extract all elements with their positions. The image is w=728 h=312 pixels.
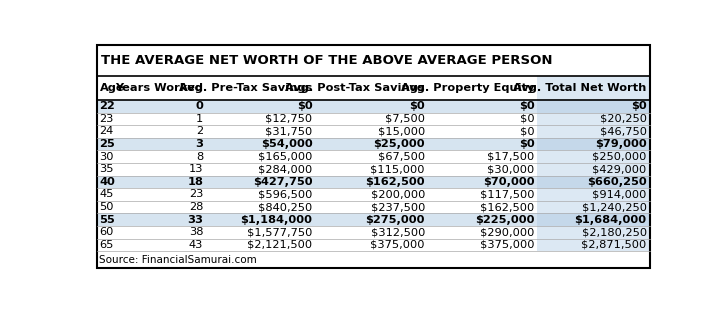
Text: 43: 43 <box>189 240 203 250</box>
Text: $30,000: $30,000 <box>487 164 534 174</box>
Text: $17,500: $17,500 <box>487 152 534 162</box>
Text: 23: 23 <box>100 114 114 124</box>
Text: $284,000: $284,000 <box>258 164 312 174</box>
Text: $7,500: $7,500 <box>385 114 425 124</box>
Bar <box>537 76 649 100</box>
Text: $162,500: $162,500 <box>480 202 534 212</box>
Bar <box>537 125 649 138</box>
Text: Avg. Pre-Tax Savings: Avg. Pre-Tax Savings <box>179 83 312 93</box>
Text: $1,577,750: $1,577,750 <box>248 227 312 237</box>
Bar <box>97 176 537 188</box>
Text: 25: 25 <box>100 139 115 149</box>
Text: $54,000: $54,000 <box>261 139 312 149</box>
Bar <box>537 201 649 213</box>
Bar <box>537 163 649 176</box>
Text: 1: 1 <box>196 114 203 124</box>
Text: $15,000: $15,000 <box>378 126 425 136</box>
Text: 33: 33 <box>187 215 203 225</box>
Bar <box>537 213 649 226</box>
Text: Age: Age <box>100 83 124 93</box>
Text: 60: 60 <box>100 227 114 237</box>
Text: $46,750: $46,750 <box>600 126 646 136</box>
Text: 13: 13 <box>189 164 203 174</box>
Text: $0: $0 <box>409 101 425 111</box>
Text: $2,180,250: $2,180,250 <box>582 227 646 237</box>
Text: $165,000: $165,000 <box>258 152 312 162</box>
Text: $25,000: $25,000 <box>373 139 425 149</box>
Bar <box>537 176 649 188</box>
Bar <box>537 150 649 163</box>
Text: Years Worked: Years Worked <box>115 83 203 93</box>
Text: 30: 30 <box>100 152 114 162</box>
Text: $0: $0 <box>520 114 534 124</box>
Text: $115,000: $115,000 <box>371 164 425 174</box>
Text: 23: 23 <box>189 189 203 199</box>
Text: 8: 8 <box>196 152 203 162</box>
Bar <box>537 100 649 113</box>
Text: 2: 2 <box>196 126 203 136</box>
Text: 24: 24 <box>100 126 114 136</box>
Text: $0: $0 <box>518 139 534 149</box>
Text: $427,750: $427,750 <box>253 177 312 187</box>
Text: $1,184,000: $1,184,000 <box>241 215 312 225</box>
Bar <box>537 113 649 125</box>
Text: $312,500: $312,500 <box>371 227 425 237</box>
Text: $162,500: $162,500 <box>365 177 425 187</box>
Text: 50: 50 <box>100 202 114 212</box>
Text: $12,750: $12,750 <box>266 114 312 124</box>
Text: $70,000: $70,000 <box>483 177 534 187</box>
Text: $0: $0 <box>520 126 534 136</box>
Text: $290,000: $290,000 <box>480 227 534 237</box>
Bar <box>537 138 649 150</box>
Bar <box>97 138 537 150</box>
Text: $375,000: $375,000 <box>480 240 534 250</box>
Text: $375,000: $375,000 <box>371 240 425 250</box>
Text: 18: 18 <box>187 177 203 187</box>
Text: 22: 22 <box>100 101 115 111</box>
Text: $20,250: $20,250 <box>600 114 646 124</box>
Text: $0: $0 <box>631 101 646 111</box>
Text: 35: 35 <box>100 164 114 174</box>
Text: Avg. Total Net Worth: Avg. Total Net Worth <box>513 83 646 93</box>
Text: Avg. Property Equity: Avg. Property Equity <box>401 83 534 93</box>
Text: 65: 65 <box>100 240 114 250</box>
Text: $1,240,250: $1,240,250 <box>582 202 646 212</box>
Text: THE AVERAGE NET WORTH OF THE ABOVE AVERAGE PERSON: THE AVERAGE NET WORTH OF THE ABOVE AVERA… <box>101 54 553 67</box>
Text: 45: 45 <box>100 189 114 199</box>
Text: 3: 3 <box>195 139 203 149</box>
Text: $237,500: $237,500 <box>371 202 425 212</box>
Bar <box>97 100 537 113</box>
Text: $660,250: $660,250 <box>587 177 646 187</box>
Text: $250,000: $250,000 <box>593 152 646 162</box>
Bar <box>537 226 649 239</box>
Text: 40: 40 <box>100 177 115 187</box>
Text: 55: 55 <box>100 215 115 225</box>
Bar <box>537 239 649 251</box>
Bar <box>97 213 537 226</box>
Text: $200,000: $200,000 <box>371 189 425 199</box>
Text: $275,000: $275,000 <box>365 215 425 225</box>
Text: $840,250: $840,250 <box>258 202 312 212</box>
Text: $117,500: $117,500 <box>480 189 534 199</box>
Text: $914,000: $914,000 <box>593 189 646 199</box>
Bar <box>537 188 649 201</box>
Text: $31,750: $31,750 <box>266 126 312 136</box>
Text: Source: FinancialSamurai.com: Source: FinancialSamurai.com <box>100 255 257 265</box>
Text: 38: 38 <box>189 227 203 237</box>
Text: 28: 28 <box>189 202 203 212</box>
Text: $67,500: $67,500 <box>378 152 425 162</box>
Text: $429,000: $429,000 <box>593 164 646 174</box>
Text: $2,871,500: $2,871,500 <box>582 240 646 250</box>
Text: $225,000: $225,000 <box>475 215 534 225</box>
Text: $0: $0 <box>518 101 534 111</box>
Text: $79,000: $79,000 <box>595 139 646 149</box>
Text: Avg. Post-Tax Savings: Avg. Post-Tax Savings <box>285 83 425 93</box>
Text: $2,121,500: $2,121,500 <box>248 240 312 250</box>
Text: $0: $0 <box>297 101 312 111</box>
Text: $596,500: $596,500 <box>258 189 312 199</box>
Text: $1,684,000: $1,684,000 <box>574 215 646 225</box>
Text: 0: 0 <box>195 101 203 111</box>
